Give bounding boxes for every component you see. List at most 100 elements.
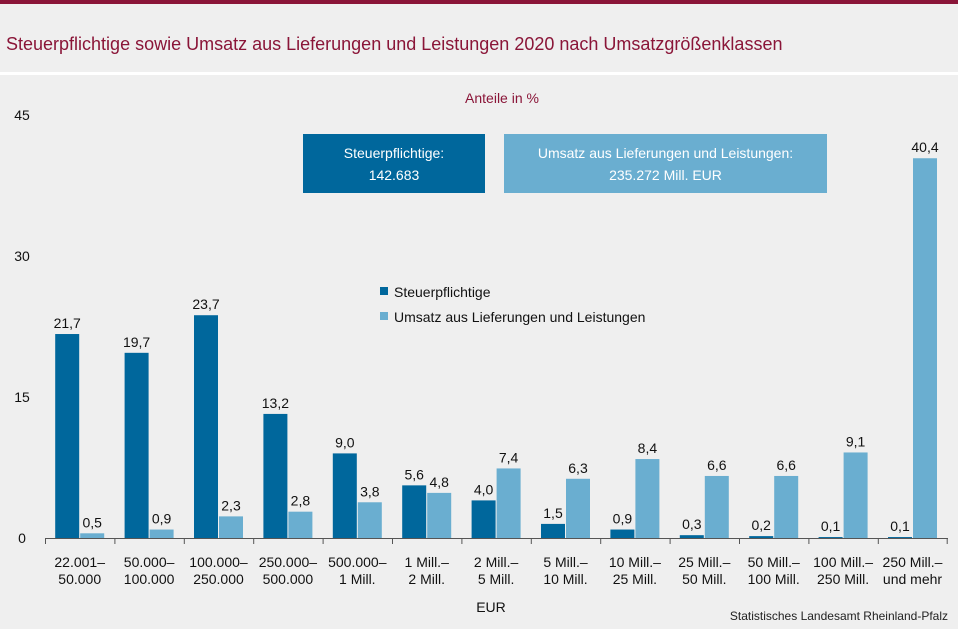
header: Steuerpflichtige sowie Umsatz aus Liefer… — [0, 4, 958, 72]
chart-subtitle: Anteile in % — [465, 90, 539, 106]
bar-value-label-taxpayers: 0,1 — [821, 518, 841, 534]
y-tick-label: 0 — [18, 530, 26, 546]
bar-value-label-taxpayers: 1,5 — [543, 505, 563, 521]
bar-taxpayers — [888, 537, 912, 538]
x-tick-label: 5 Mill. — [478, 571, 515, 587]
bar-value-label-taxpayers: 21,7 — [54, 315, 81, 331]
bar-value-label-turnover: 7,4 — [499, 449, 519, 465]
bar-value-label-taxpayers: 4,0 — [474, 481, 494, 497]
bar-taxpayers — [610, 529, 635, 538]
x-tick-label: 2 Mill.– — [474, 554, 519, 570]
bar-turnover — [843, 452, 868, 538]
y-tick-label: 30 — [14, 248, 30, 264]
bar-turnover — [704, 475, 729, 538]
bar-value-label-turnover: 6,6 — [776, 457, 796, 473]
bar-turnover — [219, 516, 243, 538]
x-axis-ticks: 22.001–50.00050.000–100.000100.000–250.0… — [45, 538, 948, 587]
x-tick-label: 250 Mill.– — [883, 554, 943, 570]
bar-value-label-turnover: 2,3 — [221, 497, 241, 513]
legend-swatch-turnover — [380, 312, 388, 320]
bar-taxpayers — [818, 537, 843, 538]
top-accent-bar — [0, 0, 958, 4]
bar-value-label-turnover: 8,4 — [638, 440, 658, 456]
x-tick-label: 250.000– — [259, 554, 318, 570]
x-tick-label: 100.000 — [124, 571, 175, 587]
bar-turnover — [635, 459, 660, 538]
taxpayers-total-label: Steuerpflichtige: — [343, 145, 445, 161]
bar-taxpayers — [55, 334, 80, 538]
bar-taxpayers — [332, 453, 357, 538]
y-tick-label: 15 — [14, 389, 30, 405]
bar-turnover — [774, 475, 799, 538]
bar-value-label-turnover: 4,8 — [429, 474, 449, 490]
bar-turnover — [913, 158, 937, 539]
bar-taxpayers — [471, 500, 496, 538]
y-axis-ticks: 0 15 30 45 — [14, 107, 30, 546]
x-tick-label: 250.000 — [193, 571, 244, 587]
turnover-total-label: Umsatz aus Lieferungen und Leistungen: — [537, 145, 794, 161]
bar-taxpayers — [749, 536, 774, 538]
x-tick-label: und mehr — [883, 571, 942, 587]
source-credit: Statistisches Landesamt Rheinland-Pfalz — [729, 609, 948, 623]
x-tick-label: 100 Mill. — [748, 571, 800, 587]
bar-value-label-taxpayers: 23,7 — [192, 296, 219, 312]
turnover-total-value: 235.272 Mill. EUR — [609, 167, 722, 183]
x-tick-label: 50 Mill.– — [748, 554, 800, 570]
y-tick-label: 45 — [14, 107, 30, 123]
bar-value-label-taxpayers: 0,3 — [682, 516, 702, 532]
legend-swatch-taxpayers — [380, 287, 388, 295]
bar-value-label-turnover: 6,3 — [568, 460, 588, 476]
bar-turnover — [566, 478, 590, 538]
bar-turnover — [496, 468, 521, 538]
taxpayers-total-box: Steuerpflichtige: 142.683 — [303, 134, 485, 193]
x-tick-label: 100 Mill.– — [813, 554, 873, 570]
bar-value-label-taxpayers: 0,2 — [751, 517, 771, 533]
bar-value-label-taxpayers: 0,1 — [890, 518, 910, 534]
x-tick-label: 50.000– — [124, 554, 175, 570]
bar-turnover — [427, 492, 452, 538]
x-tick-label: 25 Mill.– — [678, 554, 730, 570]
x-tick-label: 50.000 — [58, 571, 101, 587]
x-tick-label: 500.000– — [328, 554, 387, 570]
legend: Steuerpflichtige Umsatz aus Lieferungen u… — [380, 284, 645, 325]
x-tick-label: 250 Mill. — [817, 571, 869, 587]
x-axis-label: EUR — [476, 599, 506, 615]
x-tick-label: 1 Mill.– — [405, 554, 450, 570]
bar-taxpayers — [263, 413, 288, 538]
turnover-total-box: Umsatz aus Lieferungen und Leistungen: 2… — [504, 134, 827, 193]
bar-value-label-taxpayers: 0,9 — [613, 511, 633, 527]
taxpayers-total-value: 142.683 — [368, 167, 420, 183]
x-tick-label: 1 Mill. — [339, 571, 376, 587]
bar-value-labels: 21,7 0,5 19,7 0,9 23,7 2,3 13,2 2,8 9,0 3,8 5,6 4,8… — [54, 139, 939, 534]
bar-value-label-turnover: 2,8 — [291, 493, 311, 509]
bar-taxpayers — [541, 523, 565, 538]
x-tick-label: 2 Mill. — [408, 571, 445, 587]
x-tick-label: 10 Mill. — [543, 571, 587, 587]
bar-taxpayers — [194, 315, 218, 538]
x-tick-label: 22.001– — [54, 554, 105, 570]
legend-label-turnover: Umsatz aus Lieferungen und Leistungen — [394, 309, 645, 325]
bar-value-label-taxpayers: 19,7 — [123, 334, 150, 350]
bar-turnover — [149, 529, 174, 538]
x-tick-label: 100.000– — [189, 554, 248, 570]
bar-turnover — [80, 533, 105, 538]
x-tick-label: 500.000 — [263, 571, 314, 587]
bar-turnover — [357, 502, 382, 538]
x-tick-label: 25 Mill. — [613, 571, 657, 587]
bar-value-label-turnover: 9,1 — [846, 433, 866, 449]
bar-turnover — [288, 511, 313, 538]
bar-value-label-turnover: 0,5 — [82, 514, 102, 530]
bar-value-label-turnover: 6,6 — [707, 457, 727, 473]
bar-value-label-taxpayers: 9,0 — [335, 434, 355, 450]
x-tick-label: 10 Mill.– — [609, 554, 661, 570]
bar-taxpayers — [402, 485, 427, 538]
legend-label-taxpayers: Steuerpflichtige — [394, 284, 491, 300]
x-tick-label: 5 Mill.– — [543, 554, 588, 570]
chart-title: Steuerpflichtige sowie Umsatz aus Liefer… — [6, 34, 783, 54]
bar-taxpayers — [679, 535, 704, 538]
bar-taxpayers — [124, 352, 149, 538]
header-separator — [0, 72, 958, 75]
bar-value-label-turnover: 3,8 — [360, 483, 380, 499]
bar-value-label-taxpayers: 5,6 — [404, 466, 424, 482]
